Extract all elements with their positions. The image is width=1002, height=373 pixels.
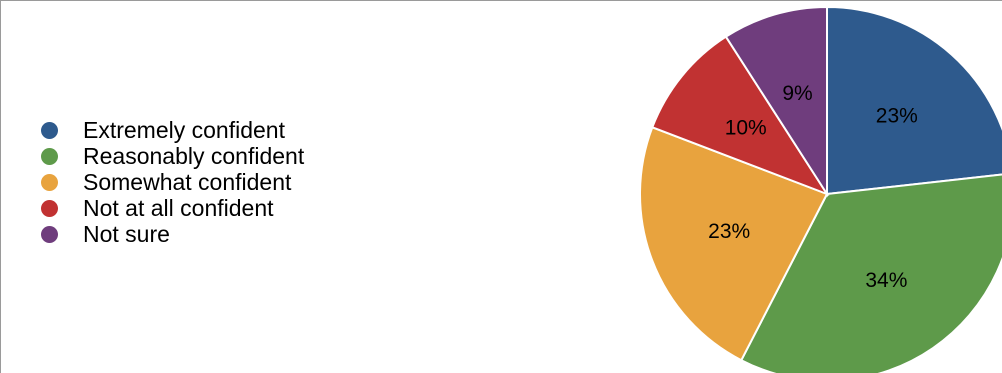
- pie-slice-somewhat-confident: [639, 125, 829, 362]
- legend-swatch-somewhat-confident: [41, 173, 58, 191]
- legend-label-reasonably-confident: Reasonably confident: [83, 142, 305, 169]
- legend-label-not-sure: Not sure: [83, 220, 170, 247]
- pie-slice-label-reasonably-confident: 34%: [865, 269, 907, 292]
- chart-legend: Extremely confident Reasonably confident…: [41, 117, 304, 247]
- legend-swatch-not-sure: [41, 225, 58, 243]
- legend-label-extremely-confident: Extremely confident: [83, 116, 285, 143]
- pie-slice-label-somewhat-confident: 23%: [708, 220, 750, 243]
- legend-item-somewhat-confident: Somewhat confident: [41, 169, 304, 195]
- pie-slice-label-not-at-all-confident: 10%: [725, 116, 767, 139]
- legend-label-not-at-all-confident: Not at all confident: [83, 194, 274, 221]
- pie-slice-reasonably-confident: [739, 173, 1002, 373]
- pie-slice-not-sure: [724, 5, 828, 198]
- pie-slice-not-at-all-confident: [651, 35, 830, 197]
- legend-swatch-reasonably-confident: [41, 147, 58, 165]
- legend-item-not-at-all-confident: Not at all confident: [41, 195, 304, 221]
- legend-swatch-not-at-all-confident: [41, 199, 58, 217]
- pie-slice-label-extremely-confident: 23%: [876, 104, 918, 127]
- legend-item-extremely-confident: Extremely confident: [41, 117, 304, 143]
- legend-label-somewhat-confident: Somewhat confident: [83, 168, 292, 195]
- legend-item-reasonably-confident: Reasonably confident: [41, 143, 304, 169]
- legend-swatch-extremely-confident: [41, 121, 58, 139]
- pie-slice-extremely-confident: [826, 5, 1002, 196]
- pie-slice-label-not-sure: 9%: [782, 82, 812, 105]
- legend-item-not-sure: Not sure: [41, 221, 304, 247]
